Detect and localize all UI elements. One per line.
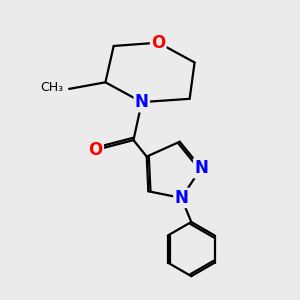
- Text: CH₃: CH₃: [40, 81, 63, 94]
- Text: O: O: [88, 141, 103, 159]
- Text: N: N: [194, 159, 208, 177]
- Text: N: N: [174, 189, 188, 207]
- Text: N: N: [135, 93, 149, 111]
- Text: O: O: [151, 34, 165, 52]
